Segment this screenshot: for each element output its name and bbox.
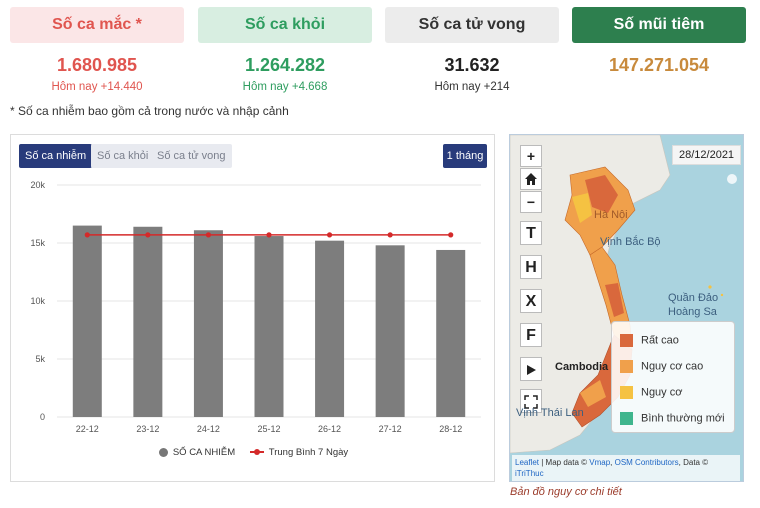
label-cambodia: Cambodia xyxy=(555,361,609,373)
bar xyxy=(72,225,102,417)
y-tick-label: 20k xyxy=(30,180,45,190)
filter-h-button[interactable]: H xyxy=(520,255,542,279)
stat-vaccine-title: Số mũi tiêm xyxy=(572,7,746,43)
filter-x-button[interactable]: X xyxy=(520,289,542,313)
legend-medium: Nguy cơ xyxy=(620,386,682,399)
bar xyxy=(315,240,345,417)
x-tick-label: 24-12 xyxy=(197,424,220,434)
map-caption-link[interactable]: Bản đồ nguy cơ chi tiết xyxy=(510,486,622,498)
filter-f-button[interactable]: F xyxy=(520,323,542,347)
bar xyxy=(254,236,284,417)
itrithuc-link[interactable]: iTriThuc xyxy=(515,469,544,478)
stat-cases-value: 1.680.985 xyxy=(56,55,138,75)
label-thailand: Vịnh Thái Lan xyxy=(516,407,584,419)
zoom-in-button[interactable]: + xyxy=(520,145,542,167)
legend-very-high: Rất cao xyxy=(620,334,679,347)
x-tick-label: 28-12 xyxy=(439,424,462,434)
x-tick-label: 25-12 xyxy=(257,424,280,434)
label-hoangsa-1: Quần Đảo xyxy=(668,292,719,304)
stat-cases-title: Số ca mắc * xyxy=(10,7,184,43)
legend-bars-label: SỐ CA NHIỄM xyxy=(172,447,236,458)
legend-bars-swatch xyxy=(158,447,168,457)
x-tick-label: 22-12 xyxy=(76,424,99,434)
bar xyxy=(193,230,223,417)
home-button[interactable] xyxy=(520,168,542,190)
x-tick-label: 23-12 xyxy=(136,424,159,434)
legend-normal: Bình thường mới xyxy=(620,412,725,425)
filter-t-button[interactable]: T xyxy=(520,221,542,245)
stat-deaths: Số ca tử vong 31.632 Hôm nay +214 xyxy=(385,7,559,93)
y-tick-label: 10k xyxy=(30,296,45,306)
footnote: * Số ca nhiễm bao gồm cả trong nước và n… xyxy=(10,104,289,118)
average-point xyxy=(84,232,90,238)
range-button[interactable]: 1 tháng xyxy=(443,144,487,168)
play-icon xyxy=(527,365,536,375)
stat-deaths-today: Hôm nay +214 xyxy=(434,81,510,93)
legend-line-label: Trung Bình 7 Ngày xyxy=(268,447,349,458)
chart-legend: SỐ CA NHIỄM Trung Bình 7 Ngày xyxy=(11,447,496,458)
zoom-out-button[interactable]: − xyxy=(520,191,542,213)
average-point xyxy=(145,232,151,238)
home-icon xyxy=(525,173,537,185)
map-date: 28/12/2021 xyxy=(672,145,742,165)
average-point xyxy=(266,232,272,238)
tab-cases[interactable]: Số ca nhiễm xyxy=(19,144,93,168)
y-tick-label: 5k xyxy=(35,354,45,364)
play-button[interactable] xyxy=(520,357,542,381)
vmap-link[interactable]: Vmap xyxy=(589,458,611,467)
label-hoangsa-2: Hoàng Sa xyxy=(668,306,717,318)
stat-recovered-value: 1.264.282 xyxy=(244,55,326,75)
map-canvas[interactable] xyxy=(510,135,744,482)
bar xyxy=(375,245,405,417)
map-legend: Rất cao Nguy cơ cao Nguy cơ Bình thường … xyxy=(611,321,735,433)
fullscreen-icon xyxy=(524,395,538,409)
stat-cases: Số ca mắc * 1.680.985 Hôm nay +14.440 xyxy=(10,7,184,93)
risk-map[interactable]: + − T H X F 28/12/2021 Hà Nội Vịnh Bắc B… xyxy=(509,134,744,482)
legend-label: Rất cao xyxy=(641,334,679,347)
legend-swatch xyxy=(620,360,633,373)
leaflet-link[interactable]: Leaflet xyxy=(515,458,540,467)
stat-recovered-title: Số ca khỏi xyxy=(198,7,372,43)
bar xyxy=(436,249,466,417)
stat-recovered: Số ca khỏi 1.264.282 Hôm nay +4.668 xyxy=(198,7,372,93)
tab-deaths[interactable]: Số ca tử vong xyxy=(151,144,232,168)
label-hanoi: Hà Nội xyxy=(594,209,628,221)
legend-label: Bình thường mới xyxy=(641,412,725,425)
bar-chart: 0 5k 10k 15k 20k 22-12 23-12 24-12 25-12 26-12 27-… xyxy=(30,180,481,434)
attribution-text-2: , Data © xyxy=(678,458,709,467)
fullscreen-button[interactable] xyxy=(520,389,542,413)
chart-panel: Số ca nhiễm Số ca khỏi Số ca tử vong 1 t… xyxy=(10,134,495,482)
label-bacbo: Vịnh Bắc Bộ xyxy=(600,236,661,248)
average-point xyxy=(387,232,393,238)
stats-row: Số ca mắc * 1.680.985 Hôm nay +14.440 Số… xyxy=(10,7,746,93)
legend-bars[interactable]: SỐ CA NHIỄM xyxy=(158,447,236,458)
legend-swatch xyxy=(620,412,633,425)
stat-vaccine: Số mũi tiêm 147.271.054 xyxy=(572,7,746,74)
average-point xyxy=(326,232,333,238)
osm-link[interactable]: OSM Contributors xyxy=(614,458,679,467)
legend-line-swatch xyxy=(249,449,264,456)
legend-high: Nguy cơ cao xyxy=(620,360,703,373)
legend-swatch xyxy=(620,334,633,347)
average-point xyxy=(205,232,212,238)
stat-vaccine-value: 147.271.054 xyxy=(608,55,710,75)
bar xyxy=(133,226,163,417)
stat-deaths-title: Số ca tử vong xyxy=(385,7,559,43)
tab-recovered[interactable]: Số ca khỏi xyxy=(91,144,155,168)
map-attribution: Leaflet | Map data © Vmap, OSM Contribut… xyxy=(512,455,740,481)
stat-cases-today: Hôm nay +14.440 xyxy=(51,81,143,93)
attribution-text: | Map data © xyxy=(539,458,590,467)
stat-deaths-value: 31.632 xyxy=(444,55,500,75)
y-tick-label: 0 xyxy=(40,412,45,422)
legend-label: Nguy cơ cao xyxy=(641,360,704,373)
average-point xyxy=(448,232,454,238)
legend-swatch xyxy=(620,386,633,399)
legend-line[interactable]: Trung Bình 7 Ngày xyxy=(249,447,349,458)
y-tick-label: 15k xyxy=(30,238,45,248)
legend-label: Nguy cơ xyxy=(641,386,683,399)
stat-recovered-today: Hôm nay +4.668 xyxy=(242,81,328,93)
x-tick-label: 26-12 xyxy=(318,424,341,434)
attribution-sep: , xyxy=(610,458,615,467)
x-tick-label: 27-12 xyxy=(379,424,402,434)
